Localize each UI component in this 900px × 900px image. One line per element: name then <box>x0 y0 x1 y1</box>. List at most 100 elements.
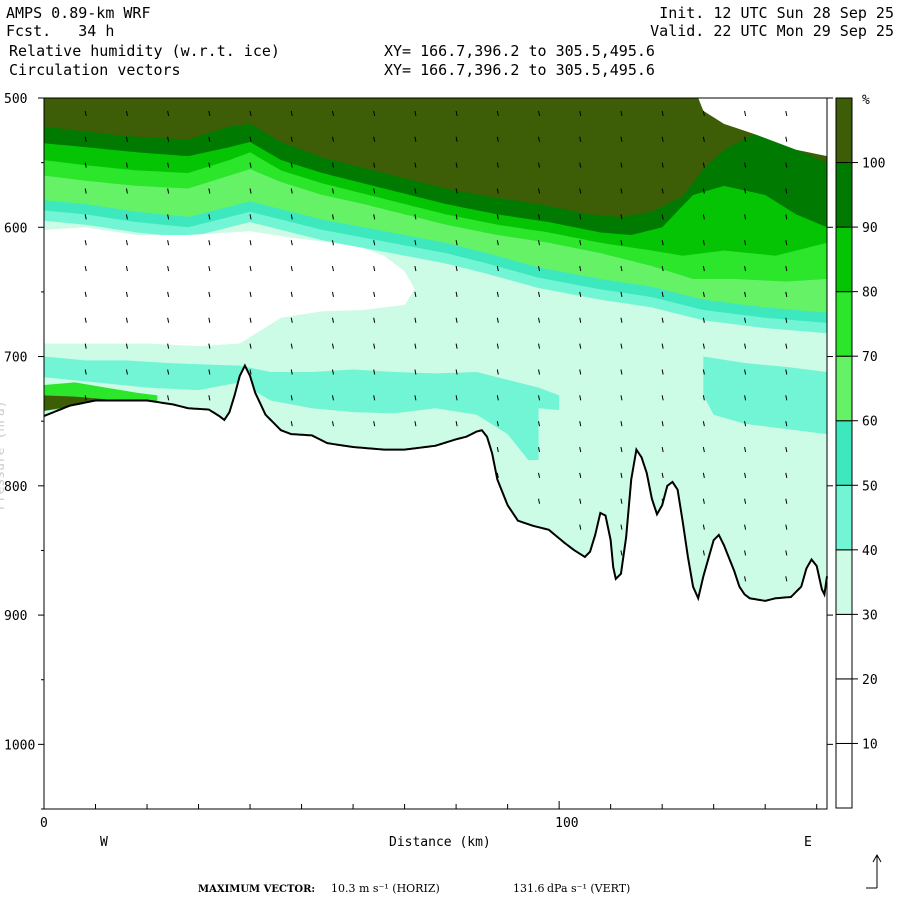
circulation-vector <box>702 240 705 246</box>
colorbar-swatch <box>835 678 853 744</box>
circulation-vector <box>373 395 376 401</box>
circulation-vector <box>496 265 499 272</box>
circulation-vector <box>414 421 417 427</box>
circulation-vector <box>373 343 376 349</box>
model-title: AMPS 0.89-km WRF <box>6 4 151 22</box>
circulation-vector <box>702 214 705 220</box>
circulation-vector <box>620 136 623 142</box>
circulation-vector <box>455 343 458 349</box>
circulation-vector <box>785 576 788 582</box>
colorbar-label: 70 <box>862 350 878 365</box>
circulation-vector <box>414 240 417 246</box>
circulation-vector <box>84 240 87 246</box>
circulation-vector <box>290 188 293 194</box>
circulation-vector <box>661 265 664 272</box>
circulation-vector <box>455 110 458 117</box>
circulation-vector <box>661 343 664 349</box>
circulation-vector <box>744 576 747 582</box>
circulation-vector <box>125 110 128 117</box>
max-vector-vert-unit: dPa s⁻¹ (VERT) <box>547 882 630 895</box>
circulation-vector <box>785 446 788 453</box>
east-label: E <box>804 835 812 850</box>
colorbar-swatch <box>835 226 853 293</box>
circulation-vector <box>785 498 788 504</box>
circulation-vector <box>249 162 252 168</box>
max-vector-label: MAXIMUM VECTOR: <box>198 884 315 895</box>
circulation-vector <box>125 369 128 375</box>
circulation-vector <box>620 369 623 375</box>
circulation-vector <box>579 498 582 504</box>
circulation-vector <box>125 317 128 323</box>
circulation-vector <box>414 188 417 194</box>
circulation-vector <box>744 446 747 453</box>
x-tick-label: 100 <box>555 816 578 831</box>
circulation-vector <box>167 162 170 168</box>
circulation-vector <box>744 110 747 117</box>
circulation-vector <box>249 317 252 323</box>
circulation-vector <box>290 291 293 298</box>
circulation-vector <box>331 395 334 401</box>
circulation-vector <box>208 343 211 349</box>
circulation-vector <box>785 110 788 117</box>
circulation-vector <box>290 343 293 349</box>
circulation-vector <box>414 317 417 323</box>
circulation-vector <box>744 265 747 272</box>
circulation-vector <box>744 498 747 504</box>
circulation-vector <box>167 214 170 220</box>
y-tick-label: 800 <box>4 480 27 495</box>
circulation-vector <box>331 421 334 427</box>
terrain-mask <box>44 365 827 809</box>
circulation-vector <box>538 110 541 117</box>
circulation-vector <box>744 395 747 401</box>
circulation-vector <box>661 291 664 298</box>
valid-time: Valid. 22 UTC Mon 29 Sep 25 <box>650 22 894 40</box>
x-axis-title: Distance (km) <box>389 835 491 850</box>
fcst-hours: 34 h <box>78 22 115 40</box>
circulation-vector <box>496 240 499 246</box>
circulation-vector <box>208 317 211 323</box>
circulation-vector <box>290 240 293 246</box>
circulation-vector <box>538 343 541 349</box>
circulation-vector <box>702 472 705 478</box>
colorbar-label: 100 <box>862 157 885 172</box>
terrain-line <box>43 363 828 602</box>
circulation-vector <box>661 240 664 246</box>
fcst-label: Fcst. <box>6 22 52 40</box>
circulation-vector <box>538 188 541 194</box>
circulation-vector <box>620 214 623 220</box>
circulation-vector <box>744 291 747 298</box>
circulation-vector <box>249 369 252 375</box>
circulation-vector <box>331 188 334 194</box>
plot-frame <box>43 97 828 810</box>
circulation-vector <box>373 188 376 194</box>
init-label: Init. <box>659 4 705 22</box>
max-vector-vert-value: 131.6 <box>513 882 545 895</box>
circulation-vector <box>538 265 541 272</box>
circulation-vector <box>208 395 211 401</box>
circulation-vector <box>208 110 211 117</box>
colorbar-label: 40 <box>862 544 878 559</box>
circulation-vector <box>331 110 334 117</box>
circulation-vector <box>125 188 128 194</box>
circulation-vector <box>414 369 417 375</box>
circulation-vector <box>496 421 499 427</box>
circulation-vector <box>620 524 623 530</box>
circulation-vector <box>290 317 293 323</box>
colorbar-swatch <box>835 549 853 615</box>
colorbar-swatch <box>835 484 853 551</box>
circulation-vector <box>538 498 541 504</box>
xy-range-2: XY= 166.7,396.2 to 305.5,495.6 <box>384 61 655 79</box>
circulation-vector <box>538 240 541 246</box>
circulation-vector <box>208 369 211 375</box>
circulation-vector <box>167 343 170 349</box>
circulation-vector <box>496 136 499 142</box>
circulation-vector <box>579 214 582 220</box>
circulation-vector <box>702 110 705 117</box>
circulation-vector <box>620 188 623 194</box>
colorbar-swatch <box>835 97 853 164</box>
circulation-vector <box>496 110 499 117</box>
circulation-vector <box>496 291 499 298</box>
circulation-vector <box>414 136 417 142</box>
field-name-2: Circulation vectors <box>9 61 181 79</box>
circulation-vector <box>414 214 417 220</box>
